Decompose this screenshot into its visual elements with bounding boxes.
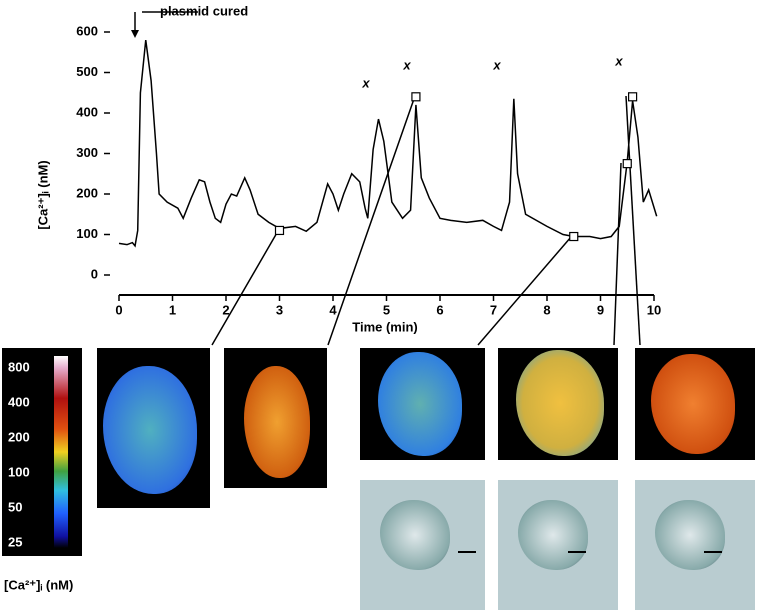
y-axis-label: [Ca²⁺]ᵢ (nM) — [35, 160, 50, 229]
y-tick-label: 300 — [76, 145, 98, 160]
y-tick-label: 400 — [76, 104, 98, 119]
x-tick-label: 7 — [490, 302, 497, 317]
colorbar-tick-label: 100 — [8, 464, 30, 479]
spike-mark: x — [402, 57, 411, 72]
sample-marker — [569, 231, 579, 242]
x-tick-label: 6 — [436, 302, 443, 317]
x-tick-label: 1 — [169, 302, 176, 317]
image-panel — [97, 348, 210, 508]
spike-mark: x — [492, 57, 501, 72]
sample-marker — [622, 159, 632, 169]
colorbar-tick-label: 800 — [8, 359, 30, 374]
brightfield-panel — [498, 480, 618, 610]
line — [118, 40, 658, 248]
colorbar — [2, 348, 82, 556]
brightfield-panel — [360, 480, 485, 610]
brightfield-panel — [635, 480, 755, 610]
colorbar-tick-label: 200 — [8, 429, 30, 444]
spike-mark: x — [614, 53, 623, 68]
x-tick-label: 8 — [543, 302, 550, 317]
x-axis-label: Time (min) — [352, 319, 418, 334]
x-tick-label: 2 — [222, 302, 229, 317]
y-tick-label: 0 — [91, 266, 98, 281]
image-panel — [360, 348, 485, 460]
x-tick-label: 10 — [647, 302, 661, 317]
x-tick-label: 4 — [329, 302, 337, 317]
y-tick-label: 600 — [76, 23, 98, 38]
y-tick-label: 100 — [76, 226, 98, 241]
colorbar-tick-label: 400 — [8, 394, 30, 409]
x-tick-label: 9 — [597, 302, 604, 317]
colorbar-tick-label: 50 — [8, 499, 22, 514]
colorbar-tick-label: 25 — [8, 534, 22, 549]
annotation: plasmid cured — [160, 3, 248, 18]
sample-marker — [411, 92, 421, 102]
colorbar-gradient — [54, 356, 68, 548]
image-panel — [224, 348, 327, 488]
image-panel — [498, 348, 618, 460]
spike-mark: x — [361, 75, 370, 90]
x-tick-label: 5 — [383, 302, 390, 317]
x-tick-label: 3 — [276, 302, 283, 317]
callout-lines — [211, 95, 641, 346]
annotation-arrowhead — [131, 30, 139, 38]
x-tick-label: 0 — [115, 302, 122, 317]
image-panel — [635, 348, 755, 460]
sample-marker — [274, 225, 285, 236]
sample-marker — [627, 92, 638, 102]
y-tick-label: 200 — [76, 185, 98, 200]
y-tick-label: 500 — [76, 64, 98, 79]
colorbar-label: [Ca²⁺]ᵢ (nM) — [4, 577, 73, 592]
